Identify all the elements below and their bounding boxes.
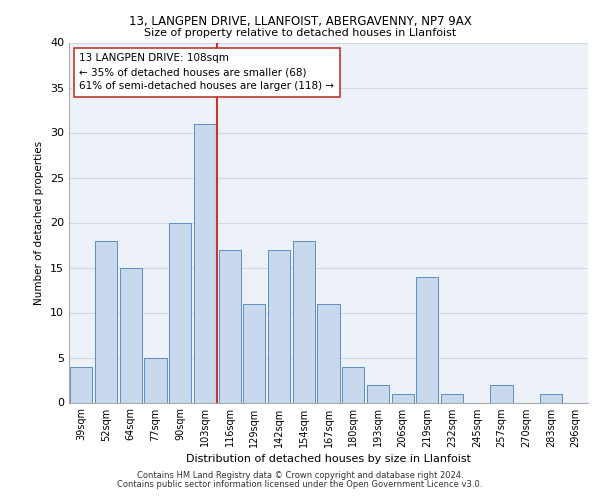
Bar (441, 394, 463, 402)
Text: 13 LANGPEN DRIVE: 108sqm
← 35% of detached houses are smaller (68)
61% of semi-d: 13 LANGPEN DRIVE: 108sqm ← 35% of detach… (79, 54, 335, 92)
Bar (367, 384, 389, 402)
Bar (70, 366, 92, 402)
Bar (416, 276, 439, 402)
Text: 13, LANGPEN DRIVE, LLANFOIST, ABERGAVENNY, NP7 9AX: 13, LANGPEN DRIVE, LLANFOIST, ABERGAVENN… (128, 15, 472, 28)
Bar (194, 124, 216, 402)
Bar (293, 240, 315, 402)
Bar (268, 250, 290, 402)
Text: Contains HM Land Registry data © Crown copyright and database right 2024.: Contains HM Land Registry data © Crown c… (137, 471, 463, 480)
Bar (119, 268, 142, 402)
Bar (218, 250, 241, 402)
Bar (169, 222, 191, 402)
Bar (392, 394, 414, 402)
Bar (540, 394, 562, 402)
Bar (342, 366, 364, 402)
Y-axis label: Number of detached properties: Number of detached properties (34, 140, 44, 304)
Bar (95, 240, 117, 402)
Bar (317, 304, 340, 402)
X-axis label: Distribution of detached houses by size in Llanfoist: Distribution of detached houses by size … (186, 454, 471, 464)
Text: Contains public sector information licensed under the Open Government Licence v3: Contains public sector information licen… (118, 480, 482, 489)
Bar (243, 304, 265, 402)
Bar (490, 384, 512, 402)
Bar (145, 358, 167, 403)
Text: Size of property relative to detached houses in Llanfoist: Size of property relative to detached ho… (144, 28, 456, 38)
